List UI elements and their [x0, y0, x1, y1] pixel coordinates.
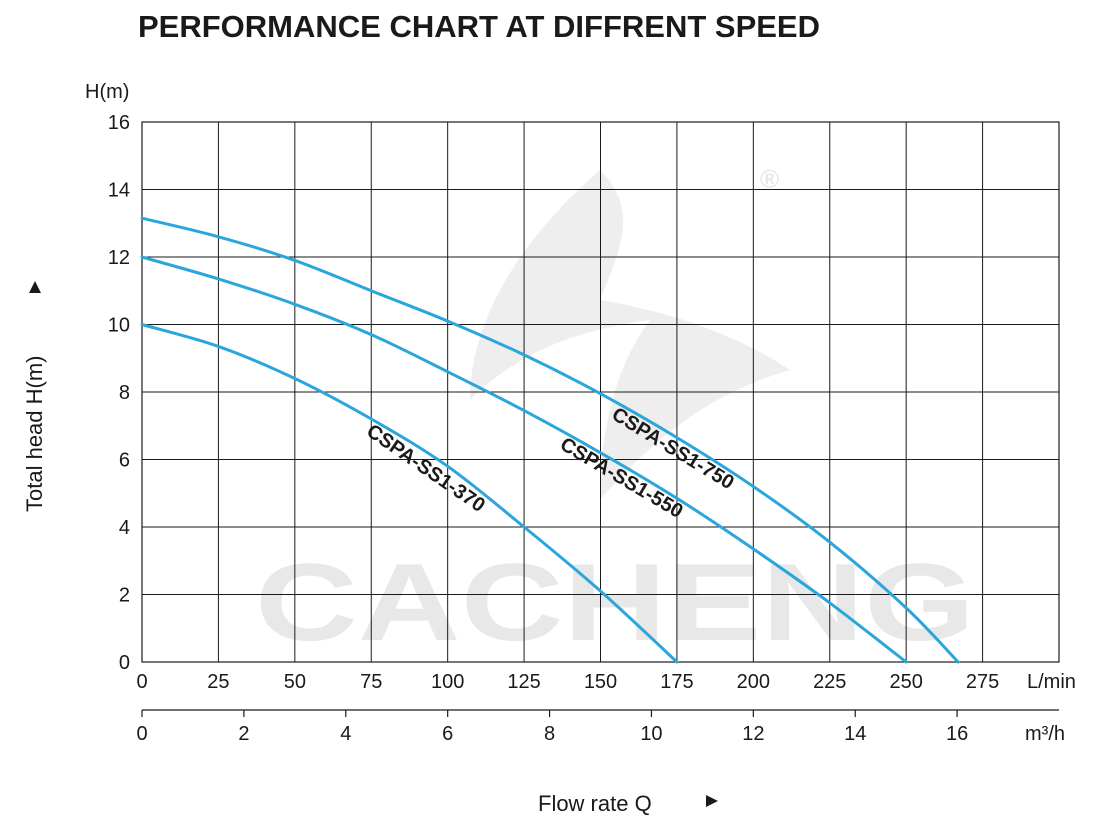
x-tick-label: 275: [966, 671, 999, 693]
x-tick-label: 75: [360, 671, 382, 693]
secondary-x-tick-label: 12: [742, 723, 764, 745]
secondary-x-tick-label: 6: [442, 723, 453, 745]
y-tick-label: 2: [119, 585, 130, 607]
watermark-logo-mark: [470, 170, 790, 500]
y-tick-label: 6: [119, 450, 130, 472]
secondary-x-tick-label: 8: [544, 723, 555, 745]
y-tick-label: 0: [119, 652, 130, 674]
x-tick-label: 25: [207, 671, 229, 693]
series-line-cspa-ss1-370: [140, 323, 679, 664]
x-unit-secondary-label: m³/h: [1025, 723, 1065, 745]
y-unit-label: H(m): [85, 81, 129, 103]
y-tick-label: 16: [108, 112, 130, 134]
x-tick-label: 125: [507, 671, 540, 693]
x-tick-label: 200: [737, 671, 770, 693]
series-label-cspa-ss1-370: CSPA-SS1-370: [362, 420, 489, 517]
y-tick-label: 12: [108, 247, 130, 269]
secondary-x-axis: 0 2 4 6 8 10 12 14 16: [136, 709, 1059, 745]
series-layer: [140, 216, 960, 664]
x-tick-label: 50: [284, 671, 306, 693]
x-axis-label: Flow rate Q: [538, 791, 652, 816]
secondary-x-tick-label: 4: [340, 723, 351, 745]
x-tick-label: 150: [584, 671, 617, 693]
x-tick-labels: 0 25 50 75 100 125 150 175 200 225 250 275: [136, 671, 999, 693]
x-tick-label: 100: [431, 671, 464, 693]
y-tick-label: 10: [108, 315, 130, 337]
secondary-x-tick-label: 10: [640, 723, 662, 745]
x-tick-label: 250: [889, 671, 922, 693]
x-tick-label: 175: [660, 671, 693, 693]
x-axis-arrow-icon: [706, 795, 718, 807]
series-line-cspa-ss1-550: [140, 255, 908, 664]
x-tick-label: 225: [813, 671, 846, 693]
plot-frame: [141, 121, 1060, 663]
x-unit-primary-label: L/min: [1027, 671, 1076, 693]
y-tick-labels: 0 2 4 6 8 10 12 14 16: [108, 112, 130, 674]
watermark-registered-mark: ®: [760, 164, 779, 194]
chart-title: PERFORMANCE CHART AT DIFFRENT SPEED: [138, 9, 820, 44]
y-tick-label: 14: [108, 180, 130, 202]
grid: [142, 122, 1059, 662]
series-line-cspa-ss1-750: [140, 216, 960, 664]
secondary-x-tick-label: 16: [946, 723, 968, 745]
x-tick-label: 0: [136, 671, 147, 693]
y-tick-label: 8: [119, 382, 130, 404]
secondary-x-tick-label: 2: [238, 723, 249, 745]
secondary-x-tick-label: 0: [136, 723, 147, 745]
y-tick-label: 4: [119, 517, 130, 539]
y-axis-label: Total head H(m): [22, 355, 47, 512]
secondary-x-tick-label: 14: [844, 723, 866, 745]
y-axis-arrow-icon: [29, 281, 41, 293]
